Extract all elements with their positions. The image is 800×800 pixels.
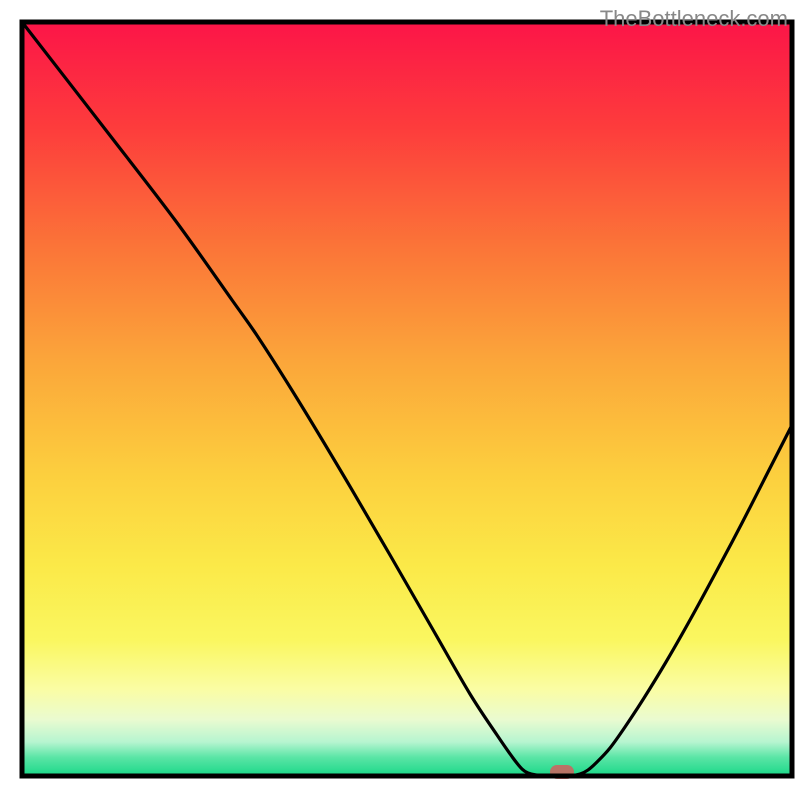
bottleneck-chart (0, 0, 800, 800)
chart-container: TheBottleneck.com (0, 0, 800, 800)
plot-background-gradient (22, 22, 792, 776)
watermark-text: TheBottleneck.com (600, 6, 788, 32)
